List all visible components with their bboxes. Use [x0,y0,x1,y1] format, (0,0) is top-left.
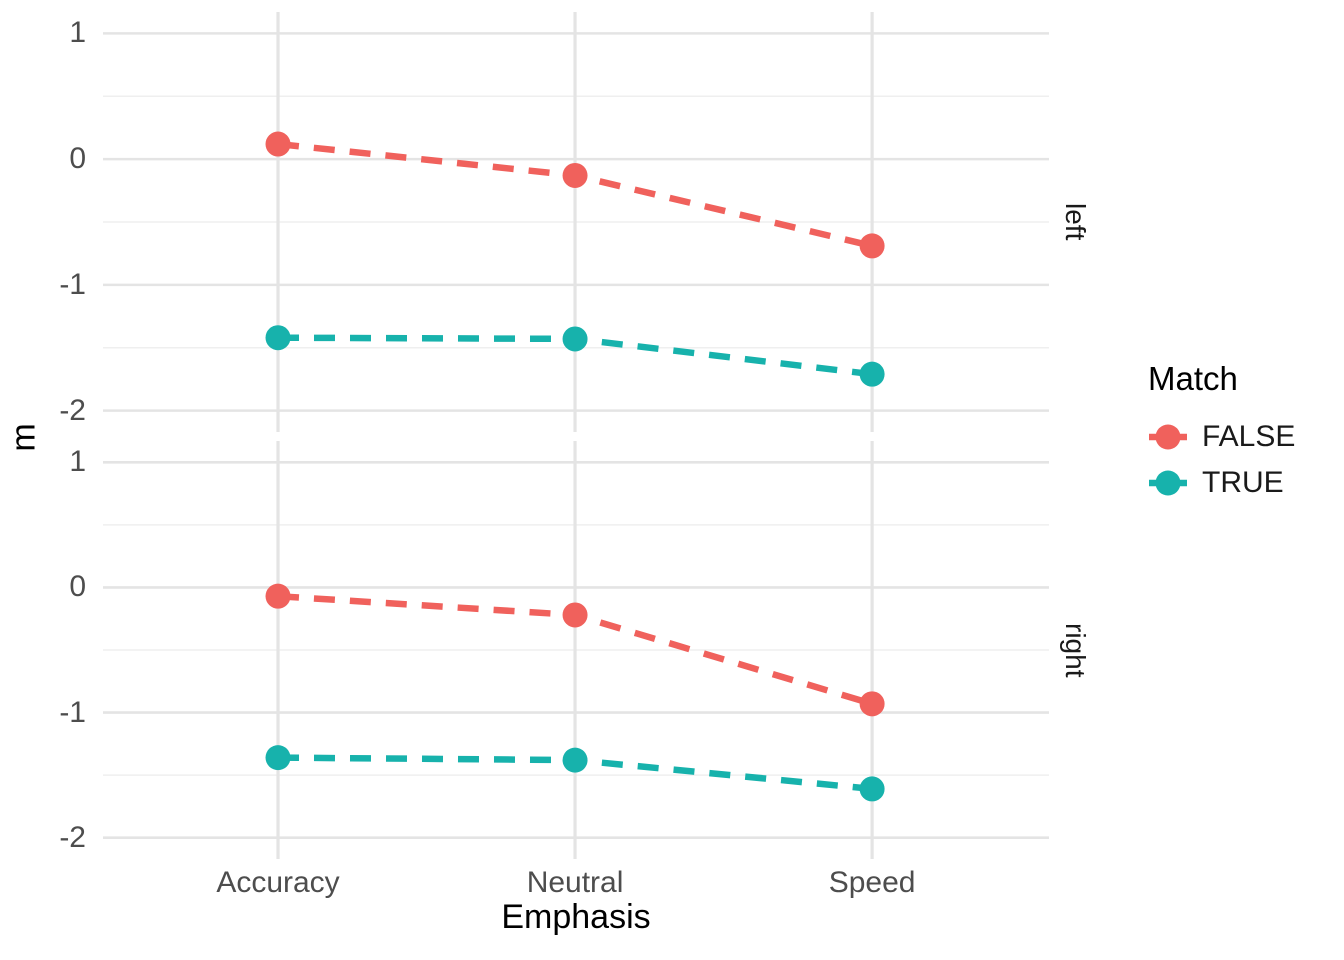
x-tick-label-speed: Speed [828,866,916,899]
facet-strip-right: right [1058,441,1092,859]
legend: Match FALSE TRUE [1148,360,1295,506]
x-axis-title: Emphasis [501,898,651,936]
legend-item-true: TRUE [1148,460,1295,506]
data-point-TRUE-left [562,326,588,352]
y-tick-label: -2 [59,393,86,427]
x-tick-label-neutral: Neutral [526,866,624,899]
y-tick-label: 1 [69,16,86,50]
facet-strip-label: left [1060,203,1091,241]
data-point-FALSE-right [562,602,588,628]
gridlines-facet-right [103,441,1049,859]
data-point-TRUE-right [859,776,885,802]
legend-item-false: FALSE [1148,414,1295,460]
y-tick-label: 1 [69,445,86,479]
legend-item-label: FALSE [1202,420,1296,453]
data-point-TRUE-right [265,745,291,771]
legend-key-icon [1149,470,1187,496]
data-point-FALSE-right [859,691,885,717]
data-point-FALSE-left [859,233,885,259]
legend-key-point [1155,424,1181,450]
y-tick-label: -1 [59,267,86,301]
data-point-TRUE-left [265,325,291,351]
y-tick-label: 0 [69,570,86,604]
gridlines-facet-left [103,12,1049,432]
legend-item-label: TRUE [1202,466,1284,499]
y-tick-label: -2 [59,820,86,854]
x-tick-label-accuracy: Accuracy [216,866,340,899]
data-point-FALSE-left [562,162,588,188]
data-point-TRUE-right [562,747,588,773]
facet-strip-left: left [1058,12,1092,432]
legend-key-icon [1149,424,1187,450]
y-tick-label: 0 [69,142,86,176]
facet-strip-label: right [1060,622,1091,678]
data-point-FALSE-right [265,583,291,609]
legend-key-point [1155,470,1181,496]
legend-title: Match [1148,360,1238,397]
data-point-TRUE-left [859,361,885,387]
y-tick-label: -1 [59,695,86,729]
data-point-FALSE-left [265,131,291,157]
